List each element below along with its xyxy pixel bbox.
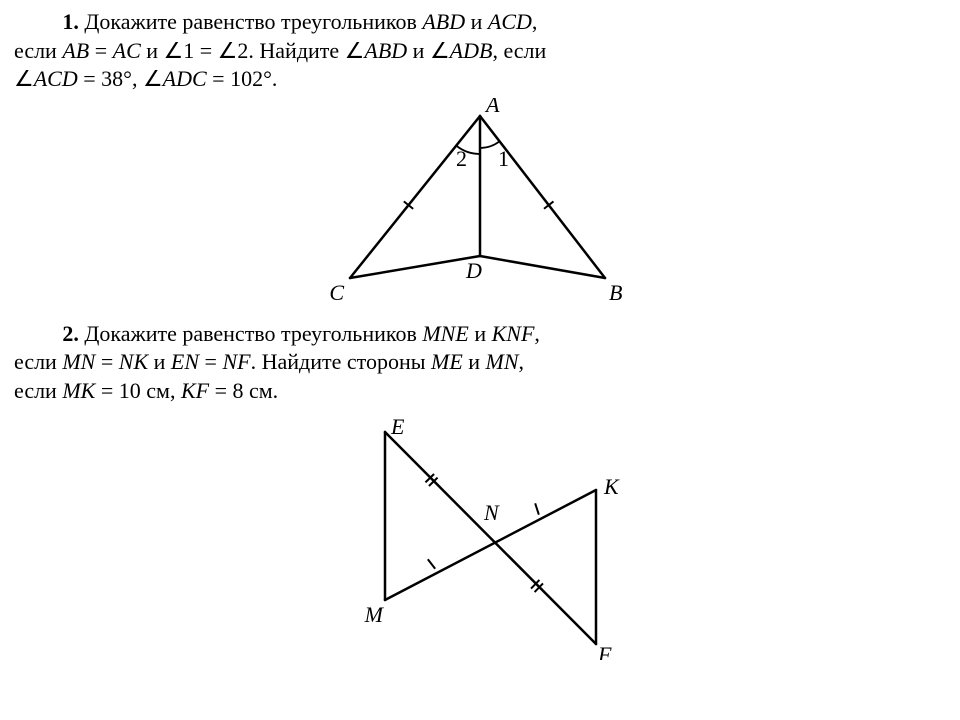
- p2-MN: MN: [62, 349, 95, 374]
- p1-AC: AC: [113, 38, 141, 63]
- p2-t2: если: [14, 349, 62, 374]
- svg-text:E: E: [390, 414, 405, 439]
- p1-and1: и: [465, 9, 488, 34]
- p1-t1: Докажите равенство треугольников: [84, 9, 422, 34]
- problem-1: 1. Докажите равенство треугольников ABD …: [14, 8, 946, 94]
- svg-text:M: M: [364, 602, 385, 627]
- p1-c1: ,: [532, 9, 538, 34]
- p2-EN: EN: [171, 349, 199, 374]
- p1-eq3: = 102°.: [207, 66, 278, 91]
- p2-eq3: = 10 см,: [95, 378, 181, 403]
- p1-eq1: =: [89, 38, 112, 63]
- p2-line2: если MN = NK и EN = NF. Найдите стороны …: [14, 348, 946, 377]
- p1-t2: если: [14, 38, 62, 63]
- p2-NF: NF: [222, 349, 250, 374]
- p2-and1: и: [469, 321, 492, 346]
- problem-2: 2. Докажите равенство треугольников MNE …: [14, 320, 946, 406]
- p2-MNE: MNE: [422, 321, 468, 346]
- p1-number: 1.: [62, 9, 79, 34]
- p1-line2: если AB = AC и ∠1 = ∠2. Найдите ∠ABD и ∠…: [14, 37, 946, 66]
- svg-text:A: A: [484, 98, 500, 117]
- p2-and2: и: [148, 349, 171, 374]
- p1-line3: ∠ACD = 38°, ∠ADC = 102°.: [14, 65, 946, 94]
- p2-ME: ME: [431, 349, 463, 374]
- p1-ACDang: ACD: [34, 66, 78, 91]
- p2-c1: ,: [534, 321, 540, 346]
- p2-MK: MK: [62, 378, 95, 403]
- p1-line1: 1. Докажите равенство треугольников ABD …: [14, 8, 946, 37]
- svg-text:K: K: [603, 474, 620, 499]
- p2-t3: если: [14, 378, 62, 403]
- p1-and2: и ∠1 = ∠2. Найдите ∠: [141, 38, 365, 63]
- svg-text:2: 2: [456, 146, 467, 171]
- p1-ABDang: ABD: [364, 38, 407, 63]
- p1-ACD: ACD: [488, 9, 532, 34]
- p1-ADCang: ADC: [163, 66, 207, 91]
- figure-1: A D C B 1 2: [280, 98, 680, 318]
- p1-t3a: ∠: [14, 66, 34, 91]
- figure-2-wrap: E M K F N: [14, 410, 946, 660]
- p2-MN2: MN: [486, 349, 519, 374]
- p1-c2: , если: [492, 38, 546, 63]
- svg-text:F: F: [597, 642, 612, 660]
- p1-eq2: = 38°, ∠: [78, 66, 163, 91]
- p1-and3: и ∠: [407, 38, 450, 63]
- p2-eq4: = 8 см.: [209, 378, 278, 403]
- p1-AB: AB: [62, 38, 89, 63]
- figure-1-wrap: A D C B 1 2: [14, 98, 946, 318]
- p2-number: 2.: [62, 321, 79, 346]
- svg-text:D: D: [465, 258, 482, 283]
- figure-2: E M K F N: [280, 410, 680, 660]
- p2-c2: ,: [519, 349, 525, 374]
- p2-KF: KF: [181, 378, 209, 403]
- p2-line1: 2. Докажите равенство треугольников MNE …: [14, 320, 946, 349]
- p2-line3: если MK = 10 см, KF = 8 см.: [14, 377, 946, 406]
- p2-NK: NK: [119, 349, 148, 374]
- p2-eq2: =: [199, 349, 222, 374]
- svg-text:C: C: [329, 280, 344, 305]
- p1-ABD: ABD: [422, 9, 465, 34]
- p1-ADBang: ADB: [450, 38, 493, 63]
- p2-eq1: =: [95, 349, 118, 374]
- p2-KNF: KNF: [492, 321, 535, 346]
- p2-t1: Докажите равенство треугольников: [84, 321, 422, 346]
- p2-and3: и: [463, 349, 486, 374]
- svg-text:N: N: [483, 500, 500, 525]
- svg-text:1: 1: [498, 146, 509, 171]
- p2-find: . Найдите стороны: [251, 349, 431, 374]
- svg-text:B: B: [609, 280, 622, 305]
